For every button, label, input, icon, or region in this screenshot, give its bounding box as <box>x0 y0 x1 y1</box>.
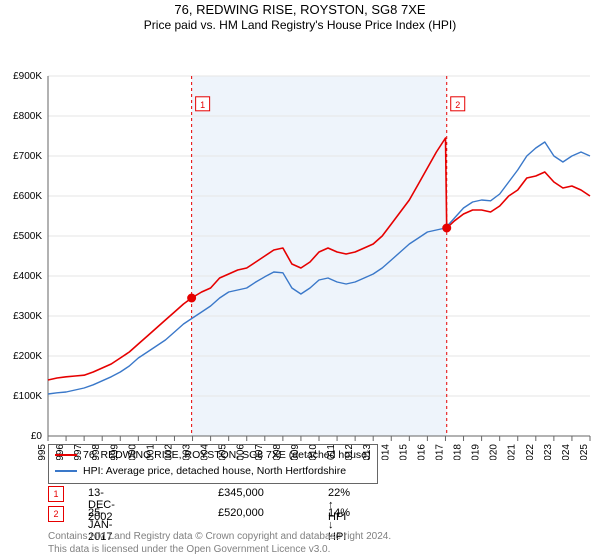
x-tick-label: 2020 <box>489 444 500 460</box>
transaction-marker-1: 1 <box>48 486 64 502</box>
transaction-marker-2: 2 <box>48 506 64 522</box>
x-tick-label: 2025 <box>579 444 590 460</box>
footer-attribution: Contains HM Land Registry data © Crown c… <box>48 530 391 556</box>
legend-item: 76, REDWING RISE, ROYSTON, SG8 7XE (deta… <box>55 448 371 464</box>
legend-label: 76, REDWING RISE, ROYSTON, SG8 7XE (deta… <box>83 449 371 461</box>
chart-area: £0 £100K £200K £300K £400K £500K £600K £700K £80… <box>0 36 600 460</box>
y-tick-label: £200K <box>13 351 42 362</box>
x-tick-label: 2014 <box>380 444 391 460</box>
legend-swatch <box>55 470 77 472</box>
x-tick-label: 2016 <box>416 444 427 460</box>
x-tick-label: 2015 <box>398 444 409 460</box>
transaction-price: £520,000 <box>218 507 264 519</box>
chart-title: 76, REDWING RISE, ROYSTON, SG8 7XE <box>0 0 600 17</box>
x-tick-label: 2018 <box>453 444 464 460</box>
footer-line1: Contains HM Land Registry data © Crown c… <box>48 531 391 542</box>
footer-line2: This data is licensed under the Open Gov… <box>48 544 330 555</box>
y-tick-label: £0 <box>31 431 43 442</box>
legend-label: HPI: Average price, detached house, Nort… <box>83 465 346 477</box>
y-tick-label: £800K <box>13 111 42 122</box>
y-tick-label: £900K <box>13 71 42 82</box>
legend-item: HPI: Average price, detached house, Nort… <box>55 464 371 480</box>
x-tick-label: 2017 <box>434 444 445 460</box>
chart-svg: £0 £100K £200K £300K £400K £500K £600K £700K £80… <box>0 36 600 460</box>
transaction-price: £345,000 <box>218 487 264 499</box>
x-tick-label: 1995 <box>37 444 48 460</box>
legend-swatch <box>55 454 77 456</box>
x-tick-label: 2023 <box>543 444 554 460</box>
chart-subtitle: Price paid vs. HM Land Registry's House … <box>0 17 600 36</box>
y-tick-label: £300K <box>13 311 42 322</box>
y-tick-label: £600K <box>13 191 42 202</box>
x-tick-label: 2022 <box>525 444 536 460</box>
y-tick-label: £500K <box>13 231 42 242</box>
y-tick-label: £100K <box>13 391 42 402</box>
x-tick-label: 2019 <box>471 444 482 460</box>
y-tick-label: £400K <box>13 271 42 282</box>
legend-box: 76, REDWING RISE, ROYSTON, SG8 7XE (deta… <box>48 444 378 484</box>
y-tick-label: £700K <box>13 151 42 162</box>
x-tick-label: 2021 <box>507 444 518 460</box>
transaction-label-2: 2 <box>455 100 460 110</box>
transaction-label-1: 1 <box>200 100 205 110</box>
x-tick-label: 2024 <box>561 444 572 460</box>
